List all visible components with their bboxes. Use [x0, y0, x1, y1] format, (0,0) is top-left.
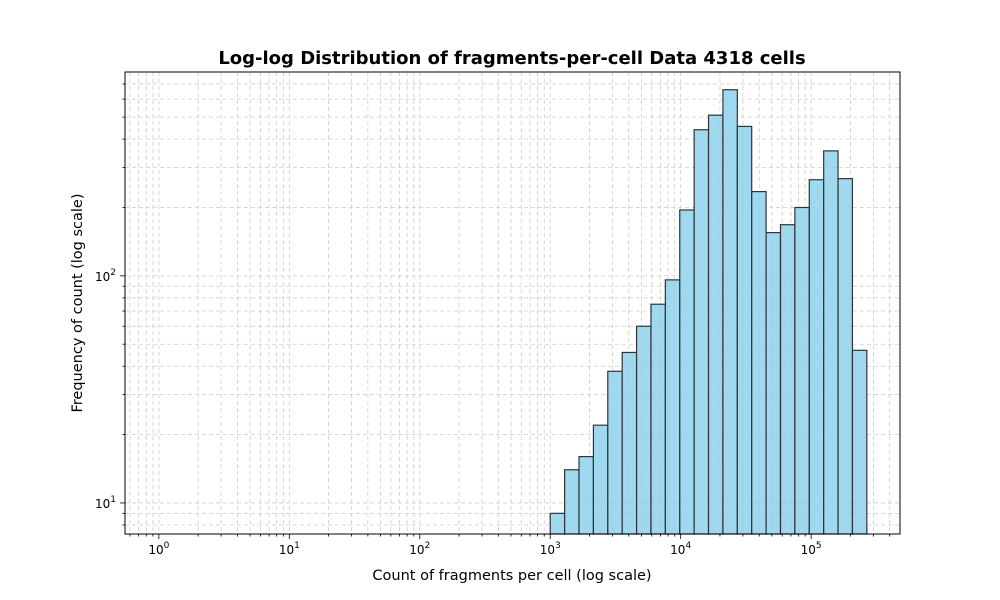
histogram-bar: [837, 178, 854, 535]
plot-frame: [124, 71, 901, 535]
ticks: 100 101 102 103 104 105 101 102: [95, 83, 891, 557]
histogram-bar: [794, 206, 810, 535]
histogram-bar: [751, 190, 767, 535]
histogram-bar: [779, 224, 796, 535]
y-axis-label: Frequency of count (log scale): [70, 193, 86, 412]
histogram-bar: [549, 512, 566, 535]
x-tick-label: 105: [801, 541, 822, 557]
histogram-bar: [693, 129, 710, 535]
x-tick-label: 100: [148, 541, 169, 557]
x-tick-label: 102: [409, 541, 430, 557]
histogram-bar: [808, 179, 825, 535]
histogram-bar: [707, 114, 724, 535]
x-tick-label: 101: [279, 541, 300, 557]
histogram-bar: [578, 456, 595, 535]
histogram-bar: [650, 303, 666, 535]
x-tick-label: 103: [540, 541, 561, 557]
x-axis-label: Count of fragments per cell (log scale): [372, 568, 651, 584]
histogram-bar: [664, 279, 681, 535]
histogram-bar: [679, 209, 695, 535]
histogram-bar: [564, 469, 580, 535]
histogram-bar: [736, 125, 753, 535]
x-tick-label: 104: [670, 541, 691, 557]
histogram-bar: [765, 232, 782, 535]
histogram-bar: [635, 325, 652, 535]
histogram-bar: [851, 349, 868, 535]
y-tick-label: 101: [95, 495, 116, 511]
histogram-bar: [607, 370, 623, 535]
y-tick-label: 102: [95, 268, 116, 284]
bars: [549, 89, 868, 535]
histogram-bar: [621, 351, 638, 535]
histogram-bar: [823, 150, 839, 535]
histogram-bar: [592, 424, 609, 535]
chart-title: Log-log Distribution of fragments-per-ce…: [218, 48, 805, 69]
histogram-bar: [722, 89, 738, 535]
